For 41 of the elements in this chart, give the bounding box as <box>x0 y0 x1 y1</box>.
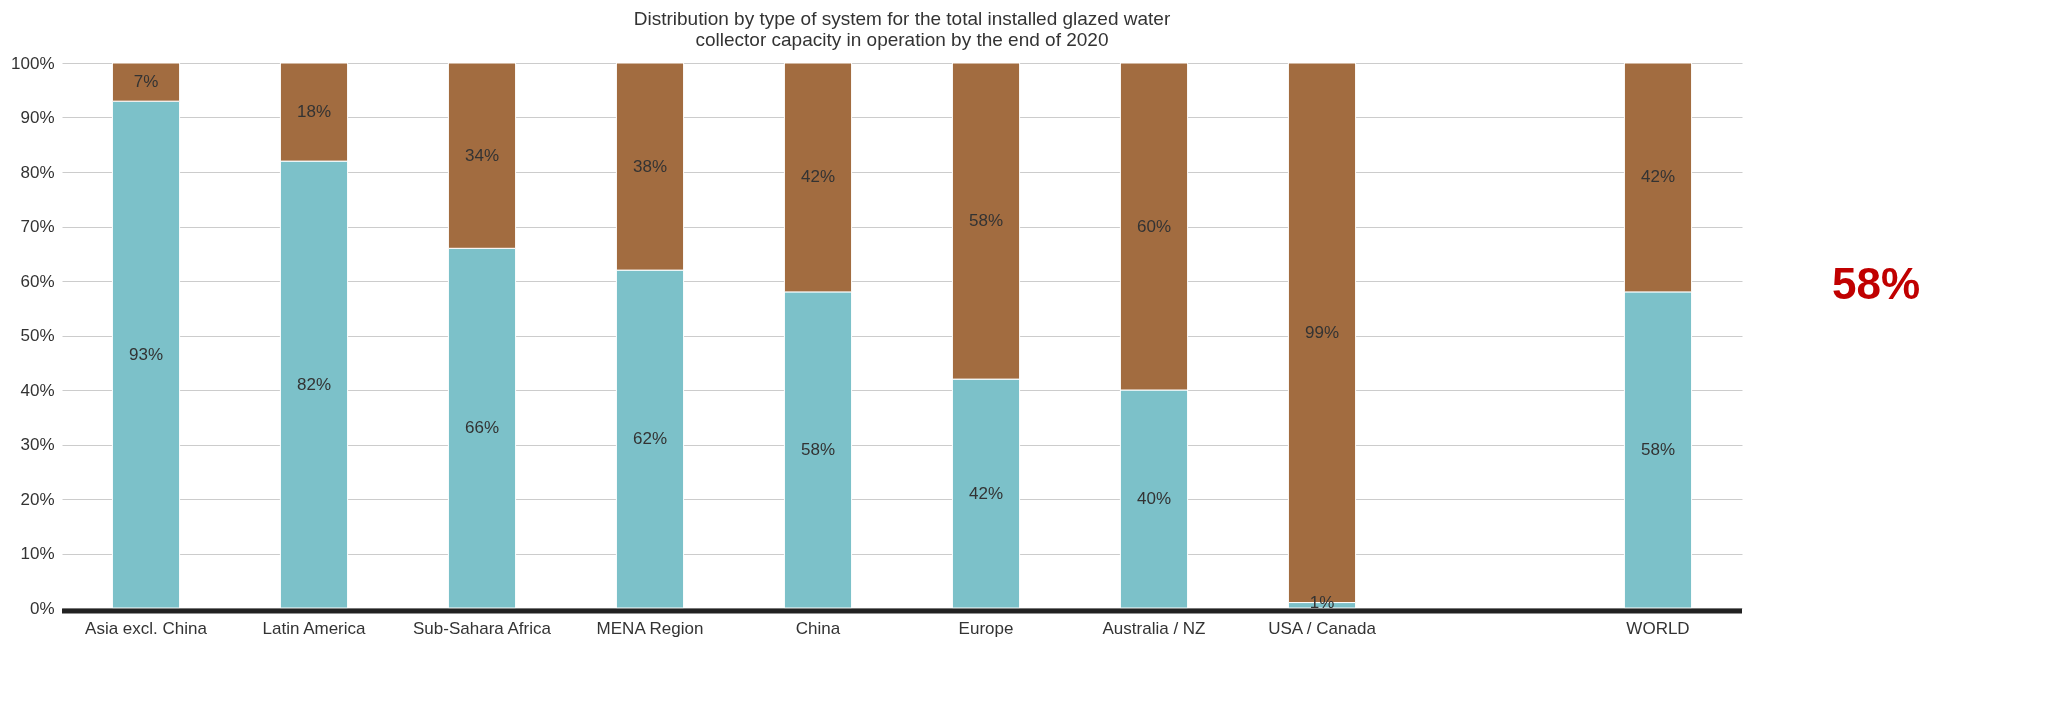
y-tick-label: 10% <box>20 544 55 563</box>
text: 1% <box>1309 592 1335 612</box>
x-tick-label: Asia excl. China <box>85 618 208 638</box>
y-tick-label: 40% <box>20 380 55 400</box>
text: 66% <box>464 418 500 438</box>
y-tick-label: 0% <box>29 598 55 618</box>
y-tick-label: 50% <box>20 326 55 345</box>
y-tick-label: 90% <box>20 108 55 127</box>
x-tick-label: WORLD <box>1626 618 1690 638</box>
text: 58% <box>800 439 836 459</box>
x-tick-label: China <box>795 618 841 638</box>
text: 58% <box>1832 259 1921 309</box>
y-tick-label: 60% <box>20 271 55 291</box>
text: 62% <box>632 429 668 449</box>
x-tick-label: MENA Region <box>596 618 704 638</box>
text: 7% <box>133 72 159 92</box>
text: 58% <box>968 211 1004 231</box>
text: 58% <box>1640 439 1676 459</box>
text: 60% <box>1136 216 1172 236</box>
text: 99% <box>1304 322 1340 342</box>
text: 38% <box>632 156 668 176</box>
y-tick-label: 100% <box>11 53 55 73</box>
x-tick-label: Australia / NZ <box>1102 618 1206 638</box>
text: 42% <box>800 167 836 187</box>
x-tick-label: USA / Canada <box>1268 618 1377 638</box>
text: 93% <box>128 344 164 364</box>
text: 42% <box>1640 167 1676 187</box>
y-tick-label: 30% <box>20 435 55 454</box>
text: 18% <box>296 102 332 122</box>
text: collector capacity in operation by the end of 2020 <box>695 29 1109 50</box>
text: 82% <box>296 374 332 394</box>
text: 42% <box>968 483 1004 503</box>
x-tick-label: Latin America <box>262 618 367 638</box>
x-tick-label: Sub-Sahara Africa <box>413 618 552 638</box>
text: 40% <box>1136 489 1172 508</box>
y-tick-label: 80% <box>20 162 55 182</box>
y-tick-label: 20% <box>20 489 55 509</box>
x-tick-label: Europe <box>958 618 1014 638</box>
text: 34% <box>464 145 500 165</box>
y-tick-label: 70% <box>20 217 55 236</box>
text: Distribution by type of system for the total installed glazed water <box>633 8 1171 29</box>
